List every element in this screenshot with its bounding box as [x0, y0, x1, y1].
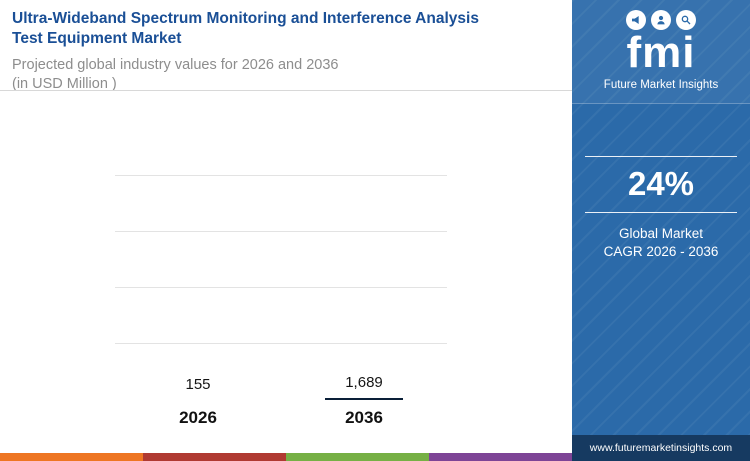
- cagr-label-line2: CAGR 2026 - 2036: [603, 244, 719, 260]
- stat-rule-bottom: [585, 211, 737, 213]
- brand-name: Future Market Insights: [603, 78, 719, 91]
- footer-color-stripe: [0, 453, 572, 461]
- megaphone-icon: [626, 10, 646, 30]
- bar-2036: [325, 398, 403, 400]
- plot-area: 155 1,689: [115, 148, 447, 400]
- bars-row: 155 1,689: [115, 148, 447, 400]
- magnifier-icon: [676, 10, 696, 30]
- chart-header: Ultra-Wideband Spectrum Monitoring and I…: [0, 0, 572, 94]
- x-axis-labels: 2026 2036: [115, 408, 447, 428]
- header-divider: [0, 90, 572, 91]
- cagr-stat: 24% Global Market CAGR 2026 - 2036: [585, 155, 737, 261]
- bar-column-2026: 155: [153, 376, 243, 400]
- gridline: [115, 231, 447, 232]
- x-axis-label-2036: 2036: [345, 408, 383, 427]
- stripe-segment: [429, 453, 572, 461]
- chart-title-line1: Ultra-Wideband Spectrum Monitoring and I…: [12, 10, 479, 27]
- bar-value-label: 1,689: [345, 374, 383, 391]
- stripe-segment: [286, 453, 429, 461]
- website-url: www.futuremarketinsights.com: [572, 435, 750, 461]
- stripe-segment: [143, 453, 286, 461]
- logo-icons: [578, 10, 744, 30]
- cagr-label-line1: Global Market: [618, 225, 704, 241]
- chart-title-line2: Test Equipment Market: [12, 30, 182, 48]
- stripe-segment: [0, 453, 143, 461]
- bar-value-label: 155: [185, 376, 211, 393]
- cagr-value: 24%: [627, 164, 695, 202]
- gridline: [115, 343, 447, 344]
- chart-subtitle: Projected global industry values for 202…: [12, 56, 558, 94]
- chart-title: Ultra-Wideband Spectrum Monitoring and I…: [12, 9, 558, 49]
- chart-subtitle-line1: Projected global industry values for 202…: [12, 57, 339, 74]
- gridline: [115, 287, 447, 288]
- gridline: [115, 175, 447, 176]
- chart-subtitle-line2: (in USD Million ): [12, 76, 117, 93]
- x-axis-label-2026: 2026: [179, 408, 217, 427]
- chart-panel: Ultra-Wideband Spectrum Monitoring and I…: [0, 0, 572, 461]
- fmi-logo-text: fmi: [626, 28, 696, 77]
- cagr-label: Global Market CAGR 2026 - 2036: [585, 225, 737, 261]
- bar-column-2036: 1,689: [319, 374, 409, 400]
- brand-sidebar: fmi Future Market Insights 24% Global Ma…: [572, 0, 750, 461]
- fmi-logo: fmi Future Market Insights: [572, 0, 750, 104]
- person-icon: [651, 10, 671, 30]
- stat-rule-top: [585, 155, 737, 157]
